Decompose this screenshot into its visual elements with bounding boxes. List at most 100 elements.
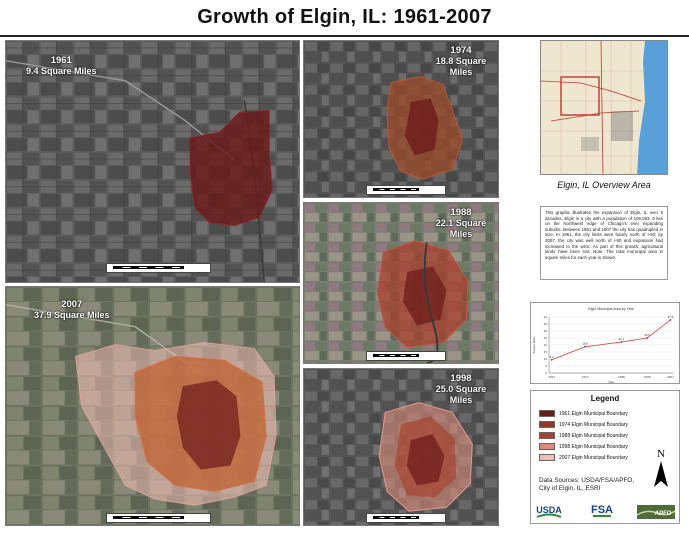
imagery-2007 — [6, 287, 299, 525]
data-label: 18.8 — [582, 342, 588, 346]
legend-box: Legend 1961 Elgin Municipal Boundary 197… — [530, 390, 680, 524]
overview-map — [540, 40, 668, 175]
data-label: 22.1 — [619, 337, 625, 341]
scale-bar — [366, 513, 446, 523]
overview-caption: Elgin, IL Overview Area — [557, 180, 651, 190]
panel-area: 9.4 Square Miles — [26, 66, 97, 76]
sources-line-2: City of Elgin, IL, ESRI — [539, 485, 601, 492]
lake-michigan — [637, 41, 667, 174]
description-text: This graphic illustrates the expansion o… — [545, 210, 663, 260]
panel-area: 18.8 Square Miles — [435, 56, 487, 77]
y-tick-label: 20 — [544, 343, 548, 347]
x-tick-label: 2007 — [667, 375, 674, 379]
x-tick-label: 1961 — [548, 375, 555, 379]
svg-text:APFO: APFO — [654, 511, 672, 517]
legend-label: 2007 Elgin Municipal Boundary — [559, 454, 628, 461]
y-tick-label: 35 — [544, 322, 548, 326]
panel-year: 1998 — [450, 373, 472, 384]
data-sources: Data Sources: USDA/FSA/APFO, City of Elg… — [539, 477, 634, 493]
legend-item: 1974 Elgin Municipal Boundary — [539, 421, 628, 428]
y-tick-label: 5 — [545, 364, 547, 368]
data-label: 37.9 — [668, 315, 674, 319]
panel-label-2007: 2007 37.9 Square Miles — [34, 299, 110, 321]
panel-label-1988: 1988 22.1 Square Miles — [424, 207, 498, 240]
y-tick-label: 25 — [544, 336, 548, 340]
panel-year: 2007 — [61, 299, 83, 310]
y-axis-label: Square Miles — [532, 336, 536, 354]
svg-text:USDA: USDA — [536, 505, 562, 515]
panel-year: 1961 — [50, 55, 72, 66]
panel-year: 1988 — [450, 207, 472, 218]
panel-area: 25.0 Square Miles — [435, 384, 487, 405]
panel-year: 1974 — [450, 45, 472, 56]
map-panel-1974: 1974 18.8 Square Miles — [303, 40, 499, 198]
legend-label: 1961 Elgin Municipal Boundary — [559, 410, 628, 417]
chart-title: Elgin Municipal Area by Year — [588, 307, 634, 311]
panel-label-1961: 1961 9.4 Square Miles — [26, 55, 97, 77]
scale-bar — [106, 513, 211, 523]
data-label: 25.0 — [644, 333, 650, 337]
panel-label-1974: 1974 18.8 Square Miles — [424, 45, 498, 78]
scale-bar — [366, 185, 446, 195]
boundary-1961-inset — [402, 266, 447, 326]
boundary-1961 — [189, 109, 273, 226]
y-tick-label: 15 — [544, 350, 548, 354]
sources-line-1: Data Sources: USDA/FSA/APFO, — [539, 477, 635, 484]
map-panel-1998: 1998 25.0 Square Miles — [303, 368, 499, 526]
legend-label: 1974 Elgin Municipal Boundary — [559, 421, 628, 428]
data-point — [669, 319, 672, 321]
scale-bar — [366, 351, 446, 361]
legend-item: 1988 Elgin Municipal Boundary — [539, 432, 628, 439]
map-panel-2007: 2007 37.9 Square Miles — [5, 286, 300, 526]
legend-item: 2007 Elgin Municipal Boundary — [539, 454, 628, 461]
overview-map-graphic — [541, 41, 667, 174]
overview-extent-box — [560, 76, 600, 116]
data-point — [550, 358, 553, 361]
map-panel-1988: 1988 22.1 Square Miles — [303, 202, 499, 364]
data-point — [646, 337, 649, 339]
scale-bar — [106, 263, 211, 273]
title-bar: Growth of Elgin, IL: 1961-2007 — [0, 0, 689, 37]
data-point — [620, 341, 623, 343]
data-point — [584, 345, 587, 348]
y-tick-label: 0 — [545, 371, 547, 375]
legend-label: 1998 Elgin Municipal Boundary — [559, 443, 628, 450]
data-label: 9.4 — [550, 355, 554, 359]
map-panel-1961: 1961 9.4 Square Miles — [5, 40, 300, 283]
y-tick-label: 40 — [544, 315, 548, 319]
imagery-1961 — [6, 41, 299, 282]
legend-item: 1998 Elgin Municipal Boundary — [539, 443, 628, 450]
usda-logo: USDA — [535, 503, 563, 521]
y-tick-label: 30 — [544, 329, 548, 333]
north-letter: N — [657, 448, 665, 460]
series-line — [551, 319, 671, 361]
legend-title: Legend — [590, 394, 620, 403]
north-arrow-icon: N — [654, 448, 668, 487]
x-axis-label: Year — [608, 380, 614, 384]
svg-text:FSA: FSA — [591, 504, 613, 516]
panel-area: 22.1 Square Miles — [435, 218, 487, 239]
x-tick-label: 1998 — [644, 375, 651, 379]
area-chart: Elgin Municipal Area by Year 0 5 10 15 20 25 30… — [532, 307, 674, 384]
legend-swatch — [539, 443, 555, 450]
panel-area: 37.9 Square Miles — [34, 310, 110, 320]
description-box: This graphic illustrates the expansion o… — [540, 206, 668, 280]
y-tick-label: 10 — [544, 357, 548, 361]
legend-swatch — [539, 454, 555, 461]
legend-label: 1988 Elgin Municipal Boundary — [559, 432, 628, 439]
legend-item: 1961 Elgin Municipal Boundary — [539, 410, 628, 417]
fsa-logo: FSA — [587, 501, 617, 521]
boundary-1961-inset — [176, 380, 241, 470]
imagery-1974 — [304, 41, 498, 197]
map-title: Growth of Elgin, IL: 1961-2007 — [197, 6, 492, 28]
boundary-1961-inset — [404, 98, 439, 156]
boundary-1961-inset — [406, 434, 445, 486]
legend-swatch — [539, 421, 555, 428]
panel-label-1998: 1998 25.0 Square Miles — [424, 373, 498, 406]
apfo-logo: APFO — [636, 505, 676, 519]
legend-swatch — [539, 410, 555, 417]
imagery-1988 — [304, 203, 498, 363]
area-chart-box: Elgin Municipal Area by Year 0 5 10 15 20 25 30… — [530, 302, 680, 384]
x-tick-label: 1974 — [582, 375, 589, 379]
imagery-1998 — [304, 369, 498, 525]
